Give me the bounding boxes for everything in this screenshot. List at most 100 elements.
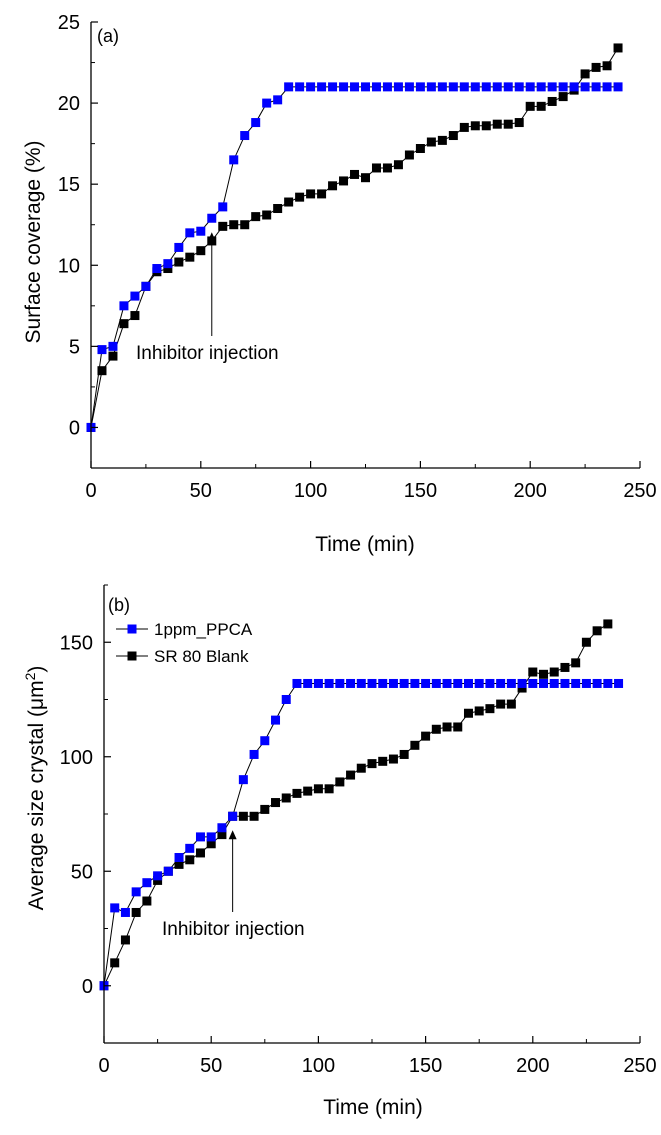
data-point bbox=[453, 722, 463, 732]
data-point bbox=[426, 137, 436, 147]
panel-b-label: (b) bbox=[108, 595, 130, 615]
data-point bbox=[437, 82, 447, 92]
data-point bbox=[496, 678, 506, 688]
data-point bbox=[571, 678, 581, 688]
data-point bbox=[393, 82, 403, 92]
x-tick-label: 250 bbox=[623, 480, 656, 502]
y-tick-label: 100 bbox=[60, 747, 93, 769]
x-tick-label: 100 bbox=[294, 480, 327, 502]
annotation-arrow-head bbox=[228, 830, 237, 840]
data-point bbox=[284, 197, 294, 207]
data-point bbox=[313, 784, 323, 794]
data-point bbox=[580, 82, 590, 92]
x-tick-label: 50 bbox=[190, 480, 212, 502]
data-point bbox=[470, 121, 480, 131]
data-point bbox=[431, 678, 441, 688]
data-point bbox=[371, 163, 381, 173]
data-point bbox=[463, 678, 473, 688]
data-point bbox=[536, 82, 546, 92]
data-point bbox=[120, 935, 130, 945]
panel-a: 0 50 100 150 200 250 0 5 10 15 20 25 (a) Time (min)… bbox=[22, 12, 657, 556]
data-point bbox=[273, 95, 283, 105]
data-point bbox=[382, 82, 392, 92]
data-point bbox=[281, 793, 291, 803]
data-point bbox=[97, 345, 107, 355]
data-point bbox=[317, 189, 327, 199]
x-tick-label: 100 bbox=[302, 1055, 335, 1077]
data-point bbox=[335, 678, 345, 688]
data-point bbox=[481, 121, 491, 131]
data-point bbox=[448, 131, 458, 141]
data-point bbox=[229, 220, 239, 230]
data-point bbox=[229, 155, 239, 165]
x-tick-label: 250 bbox=[623, 1055, 656, 1077]
data-point bbox=[591, 82, 601, 92]
data-point bbox=[378, 678, 388, 688]
panel-b-y-axis-title: Average size crystal (μm2) bbox=[22, 666, 48, 911]
data-point bbox=[195, 832, 205, 842]
data-point bbox=[206, 832, 216, 842]
data-point bbox=[603, 619, 613, 629]
x-tick-label: 150 bbox=[409, 1055, 442, 1077]
data-point bbox=[228, 811, 238, 821]
data-point bbox=[185, 252, 195, 262]
data-point bbox=[514, 82, 524, 92]
y-tick-label: 0 bbox=[82, 976, 93, 998]
data-point bbox=[339, 176, 349, 186]
data-point bbox=[240, 131, 250, 141]
legend-marker bbox=[127, 624, 137, 634]
data-point bbox=[328, 82, 338, 92]
data-point bbox=[614, 678, 624, 688]
data-point bbox=[120, 907, 130, 917]
data-point bbox=[485, 678, 495, 688]
panel-b-y-axis-title-sup: 2 bbox=[22, 672, 38, 680]
data-point bbox=[410, 740, 420, 750]
data-point bbox=[415, 144, 425, 154]
panel-b-y-axis-title-unit: μm bbox=[25, 680, 48, 710]
data-point bbox=[410, 678, 420, 688]
data-point bbox=[388, 678, 398, 688]
data-point bbox=[613, 43, 623, 53]
series-line bbox=[90, 86, 619, 428]
data-point bbox=[306, 189, 316, 199]
data-point bbox=[350, 82, 360, 92]
data-point bbox=[404, 150, 414, 160]
data-point bbox=[185, 843, 195, 853]
data-point bbox=[371, 82, 381, 92]
data-point bbox=[442, 678, 452, 688]
data-point bbox=[295, 192, 305, 202]
data-point bbox=[153, 871, 163, 881]
y-tick-label: 15 bbox=[58, 174, 80, 196]
y-tick-label: 20 bbox=[58, 93, 80, 115]
data-point bbox=[251, 118, 261, 128]
data-point bbox=[108, 341, 118, 351]
data-point bbox=[426, 82, 436, 92]
x-tick-label: 150 bbox=[404, 480, 437, 502]
data-point bbox=[238, 811, 248, 821]
data-point bbox=[503, 119, 513, 129]
data-point bbox=[97, 366, 107, 376]
data-point bbox=[249, 749, 259, 759]
data-point bbox=[108, 351, 118, 361]
data-point bbox=[525, 101, 535, 111]
data-point bbox=[506, 678, 516, 688]
data-point bbox=[539, 678, 549, 688]
data-point bbox=[141, 281, 151, 291]
data-point bbox=[324, 784, 334, 794]
data-point bbox=[549, 667, 559, 677]
data-point bbox=[528, 667, 538, 677]
data-point bbox=[517, 683, 527, 693]
data-point bbox=[581, 637, 591, 647]
data-point bbox=[324, 678, 334, 688]
data-point bbox=[536, 101, 546, 111]
panel-b-y-axis-title-close: ) bbox=[25, 666, 48, 673]
data-point bbox=[558, 92, 568, 102]
data-point bbox=[459, 122, 469, 132]
data-point bbox=[367, 759, 377, 769]
data-point bbox=[481, 82, 491, 92]
panel-a-label: (a) bbox=[97, 26, 119, 46]
data-point bbox=[152, 264, 162, 274]
data-point bbox=[295, 82, 305, 92]
data-point bbox=[273, 204, 283, 214]
